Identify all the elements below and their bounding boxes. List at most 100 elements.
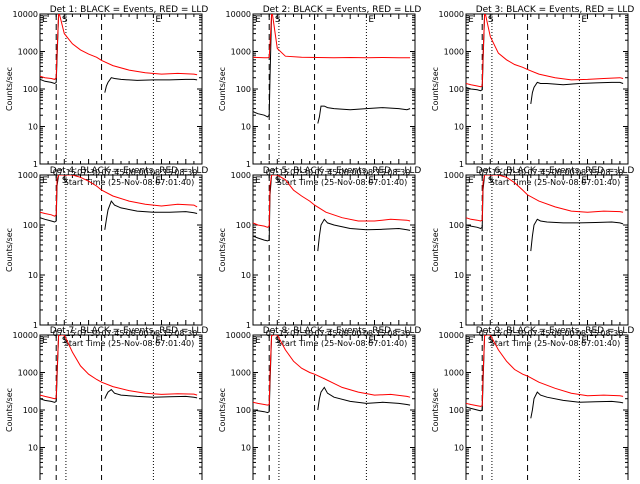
x-axis-label: Start Time (25-Nov-08 07:01:40) [277, 178, 407, 187]
start-marker-S: S [488, 336, 494, 346]
y-tick-label: 100 [23, 85, 38, 94]
y-tick-label: 1000 [18, 48, 38, 57]
y-tick-label: 100 [449, 85, 464, 94]
panel-title: Det 8: BLACK = Events, RED = LLD [263, 326, 422, 336]
x-tick-label: 07:45 [101, 329, 124, 338]
end-marker-E: E [255, 15, 261, 25]
end-marker-E: E [468, 15, 474, 25]
x-tick-label: 07:15 [266, 329, 289, 338]
panel-title: Det 6: BLACK = Events, RED = LLD [476, 166, 635, 176]
detector-panel: Det 5: BLACK = Events, RED = LLD 1 10 100 10… [218, 166, 421, 348]
end-marker-E: E [42, 336, 48, 346]
y-axis-label: Counts/sec [431, 228, 440, 272]
detector-panel: Det 1: BLACK = Events, RED = LLD 1 10 100 10… [5, 5, 208, 187]
panel-title: Det 9: BLACK = Events, RED = LLD [476, 326, 635, 336]
x-tick-label: 08:00 [339, 168, 362, 177]
lld-series-line [40, 175, 198, 217]
y-tick-label: 100 [23, 221, 38, 230]
x-tick-label: 08:30 [600, 168, 623, 177]
y-tick-label: 10 [241, 271, 251, 280]
x-axis-label: Start Time (25-Nov-08 07:01:40) [490, 339, 620, 348]
lld-series-line [40, 335, 198, 400]
start-marker-S: S [62, 336, 68, 346]
end-marker-E: E [368, 15, 374, 25]
start-marker-S: S [275, 15, 281, 25]
plot-frame [252, 334, 416, 484]
panel-title: Det 4: BLACK = Events, RED = LLD [50, 166, 209, 176]
end-marker-E: E [255, 336, 261, 346]
events-series-line [40, 14, 198, 93]
end-marker-E: E [368, 176, 374, 186]
lld-series-line [466, 335, 624, 407]
detector-panel: Det 6: BLACK = Events, RED = LLD 1 10 100 10… [431, 166, 634, 348]
y-tick-label: 1000 [444, 171, 464, 180]
y-tick-label: 100 [236, 85, 251, 94]
y-tick-label: 1 [459, 160, 464, 169]
end-marker-E: E [368, 336, 374, 346]
x-tick-label: 08:15 [576, 329, 599, 338]
x-tick-label: 08:00 [339, 329, 362, 338]
y-tick-label: 1000 [444, 369, 464, 378]
panel-title: Det 7: BLACK = Events, RED = LLD [50, 326, 209, 336]
x-tick-label: 07:30 [290, 329, 313, 338]
y-tick-label: 1 [246, 160, 251, 169]
x-tick-label: 08:30 [387, 329, 410, 338]
x-tick-label: 07:15 [479, 168, 502, 177]
panel-title: Det 3: BLACK = Events, RED = LLD [476, 5, 635, 15]
y-tick-label: 1000 [444, 48, 464, 57]
lld-series-line [40, 14, 198, 80]
start-marker-S: S [488, 15, 494, 25]
end-marker-E: E [42, 15, 48, 25]
x-tick-label: 08:15 [363, 329, 386, 338]
panel-title: Det 5: BLACK = Events, RED = LLD [263, 166, 422, 176]
events-series-line [466, 14, 624, 104]
x-axis-label: Start Time (25-Nov-08 07:01:40) [490, 178, 620, 187]
detector-panel: Det 9: BLACK = Events, RED = LLD11010010… [431, 326, 635, 484]
start-marker-S: S [488, 176, 494, 186]
y-tick-label: 100 [23, 406, 38, 415]
detector-panel: Det 3: BLACK = Events, RED = LLD 1 10 100 10… [431, 5, 634, 187]
y-tick-label: 10 [28, 123, 38, 132]
panel-title: Det 1: BLACK = Events, RED = LLD [50, 5, 209, 15]
y-axis-label: Counts/sec [218, 67, 227, 111]
x-tick-label: 07:15 [479, 329, 502, 338]
x-tick-label: 07:30 [77, 168, 100, 177]
detector-panel: Det 4: BLACK = Events, RED = LLD 1 10 100 10… [5, 166, 208, 348]
lld-series-line [466, 175, 624, 222]
x-tick-label: 08:15 [150, 329, 173, 338]
lld-series-line [253, 14, 411, 59]
y-tick-label: 10 [241, 444, 251, 453]
y-tick-label: 100 [449, 221, 464, 230]
y-tick-label: 1 [33, 160, 38, 169]
y-axis-label: Counts/sec [218, 388, 227, 432]
lld-series-line [253, 175, 411, 228]
x-tick-label: 08:30 [600, 329, 623, 338]
end-marker-E: E [155, 176, 161, 186]
start-marker-S: S [275, 336, 281, 346]
y-tick-label: 10000 [13, 10, 38, 19]
x-axis-label: Start Time (25-Nov-08 07:01:40) [64, 339, 194, 348]
plot-frame [39, 334, 203, 484]
y-tick-label: 1000 [231, 171, 251, 180]
y-tick-label: 10000 [439, 331, 464, 340]
y-axis-label: Counts/sec [5, 228, 14, 272]
end-marker-E: E [155, 336, 161, 346]
plot-frame [465, 334, 629, 484]
x-tick-label: 08:30 [174, 329, 197, 338]
y-axis-label: Counts/sec [218, 228, 227, 272]
x-tick-label: 07:30 [503, 168, 526, 177]
x-tick-label: 07:30 [503, 329, 526, 338]
plot-frame [252, 13, 416, 165]
events-series-line [253, 14, 411, 124]
y-axis-label: Counts/sec [431, 388, 440, 432]
plot-frame [39, 13, 203, 165]
x-tick-label: 08:15 [576, 168, 599, 177]
x-tick-label: 07:15 [53, 168, 76, 177]
end-marker-E: E [468, 176, 474, 186]
y-tick-label: 10000 [226, 331, 251, 340]
lld-series-line [466, 14, 624, 88]
y-tick-label: 1 [459, 321, 464, 330]
end-marker-E: E [581, 336, 587, 346]
